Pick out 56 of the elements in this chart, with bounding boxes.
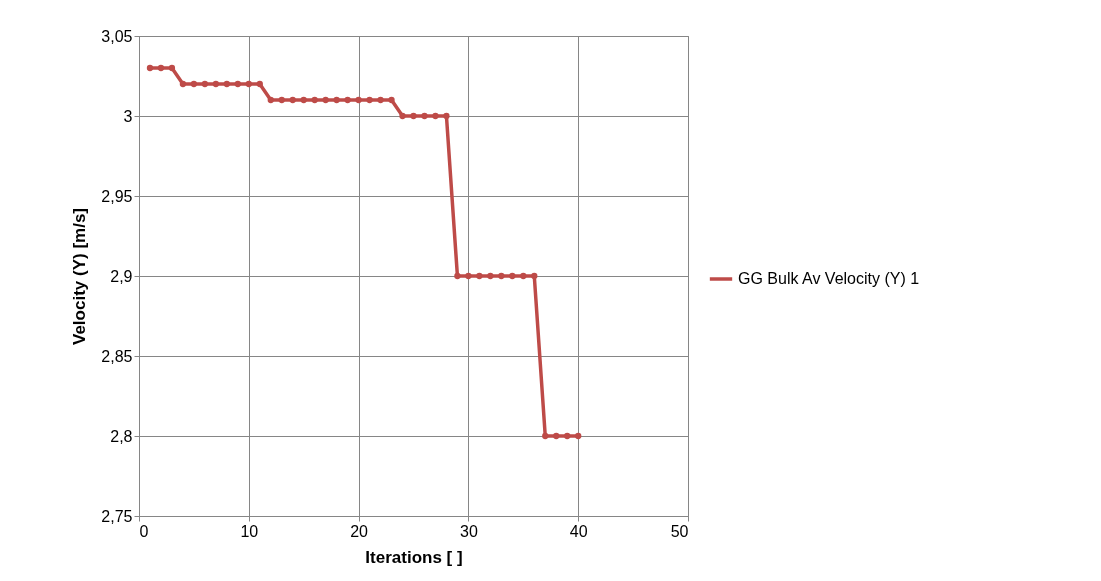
point: [289, 96, 296, 104]
point: [388, 96, 395, 104]
point: [179, 80, 187, 88]
point: [564, 432, 571, 440]
point: [487, 272, 494, 280]
point: [245, 80, 252, 88]
point: [476, 272, 483, 280]
point: [267, 96, 274, 104]
x-tick-label: 10: [240, 522, 259, 540]
point: [355, 96, 362, 104]
point: [344, 96, 351, 104]
point: [410, 112, 417, 120]
point: [520, 272, 527, 280]
y-tick-label: 2,9: [110, 267, 133, 285]
y-tick-label: 3,05: [101, 27, 133, 45]
point: [278, 96, 285, 104]
y-tick-label: 2,95: [101, 187, 133, 205]
point: [553, 432, 560, 440]
point: [300, 96, 307, 104]
point: [509, 272, 516, 280]
point: [366, 96, 373, 104]
point: [212, 80, 220, 88]
point: [256, 80, 263, 88]
point: [399, 112, 406, 120]
x-tick-label: 50: [670, 522, 689, 540]
point: [443, 112, 450, 120]
x-axis-title: Iterations [ ]: [365, 547, 463, 567]
point: [234, 80, 241, 88]
y-tick-label: 3: [123, 107, 133, 125]
point: [377, 96, 384, 104]
point: [542, 432, 549, 440]
point: [322, 96, 329, 104]
point: [465, 272, 472, 280]
point: [157, 64, 165, 72]
point: [421, 112, 428, 120]
y-axis-title: Velocity (Y) [m/s]: [70, 208, 90, 345]
y-tick-label: 2,85: [101, 347, 133, 365]
legend-label: GG Bulk Av Velocity (Y) 1: [738, 270, 920, 287]
point: [201, 80, 209, 88]
point: [454, 272, 461, 280]
y-tick-label: 2,8: [110, 427, 133, 445]
point: [498, 272, 505, 280]
y-tick-label: 2,75: [101, 507, 133, 525]
point: [168, 64, 176, 72]
x-tick-label: 0: [139, 522, 149, 540]
x-tick-label: 40: [569, 522, 588, 540]
point: [333, 96, 340, 104]
point: [575, 432, 582, 440]
point: [223, 80, 230, 88]
point: [432, 112, 439, 120]
point: [531, 272, 538, 280]
x-tick-label: 30: [460, 522, 478, 540]
x-tick-label: 20: [350, 522, 369, 540]
point: [190, 80, 198, 88]
point: [311, 96, 318, 104]
point: [146, 64, 154, 72]
